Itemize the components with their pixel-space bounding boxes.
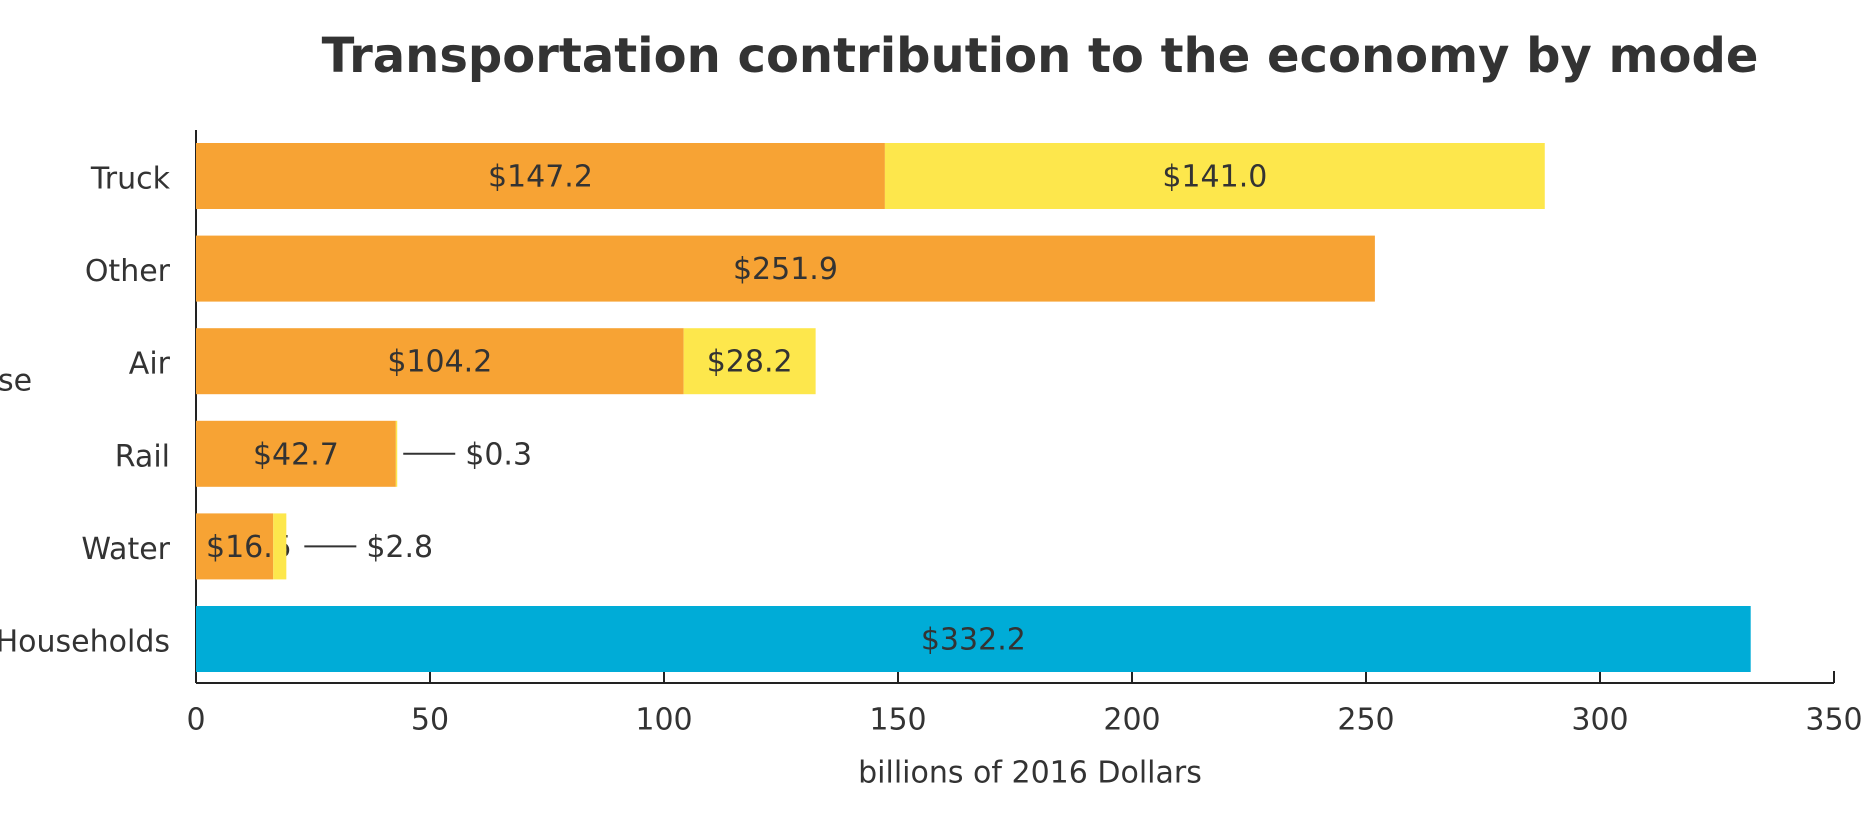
y-tick-label: Water bbox=[81, 532, 170, 567]
value-label: $42.7 bbox=[253, 437, 339, 472]
y-tick-label: Rail bbox=[115, 439, 170, 474]
bar-segment bbox=[395, 420, 398, 487]
value-label: $2.8 bbox=[366, 530, 433, 565]
bar-segment bbox=[683, 328, 816, 395]
value-label: $141.0 bbox=[1162, 160, 1267, 195]
y-tick-label: Other bbox=[85, 254, 171, 289]
x-tick-label: 350 bbox=[1805, 703, 1861, 738]
bar-segment bbox=[196, 420, 396, 487]
x-tick-label: 100 bbox=[635, 703, 692, 738]
y-tick-label: Air bbox=[129, 347, 171, 382]
x-axis-label: billions of 2016 Dollars bbox=[858, 756, 1202, 791]
bar-segment bbox=[196, 606, 1751, 672]
value-label: $104.2 bbox=[387, 345, 492, 380]
y-tick-label: Truck bbox=[90, 162, 171, 197]
bar-segment bbox=[196, 143, 885, 209]
x-tick-label: 300 bbox=[1571, 703, 1628, 738]
x-tick-label: 200 bbox=[1103, 703, 1160, 738]
chart-title: Transportation contribution to the econo… bbox=[322, 28, 1759, 84]
value-label: $147.2 bbox=[488, 160, 593, 195]
bar-segment bbox=[884, 143, 1545, 209]
value-label: $332.2 bbox=[921, 623, 1026, 658]
bar-segment bbox=[196, 235, 1375, 302]
value-label: $251.9 bbox=[733, 252, 838, 287]
y-tick-label: Households bbox=[0, 625, 170, 660]
bar-segment bbox=[273, 513, 287, 580]
value-label: $0.3 bbox=[465, 437, 532, 472]
x-tick-label: 150 bbox=[869, 703, 926, 738]
group-label: se bbox=[0, 364, 32, 399]
x-tick-label: 0 bbox=[186, 703, 205, 738]
value-label: $28.2 bbox=[707, 345, 793, 380]
x-tick-label: 250 bbox=[1337, 703, 1394, 738]
x-tick-label: 50 bbox=[411, 703, 449, 738]
bar-segment bbox=[196, 513, 274, 580]
bar-segment bbox=[196, 328, 684, 395]
